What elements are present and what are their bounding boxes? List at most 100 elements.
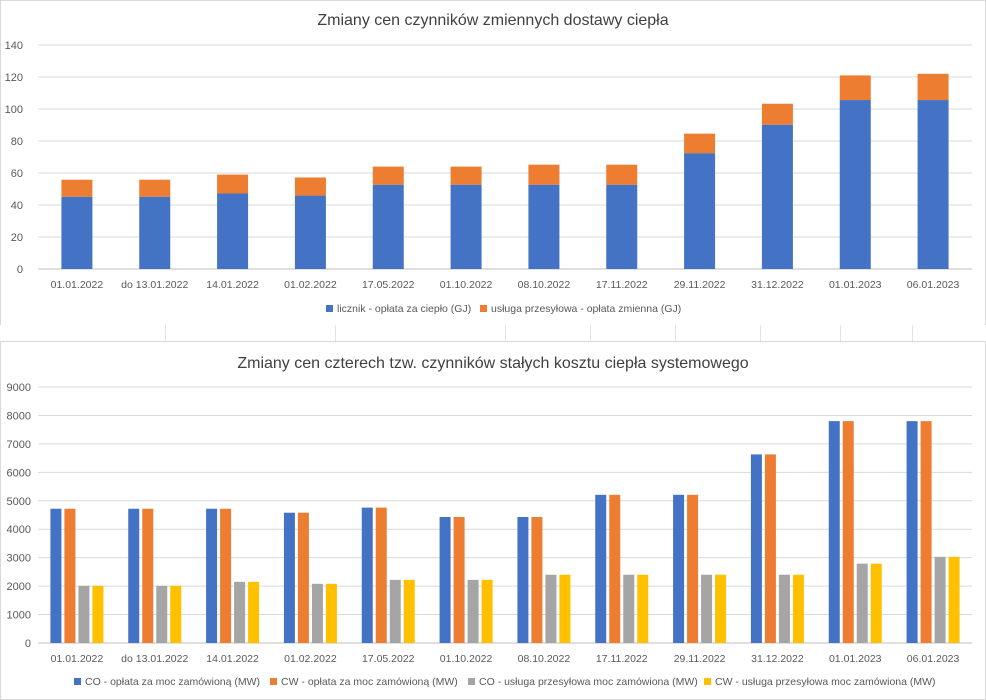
bar-blue xyxy=(528,184,560,269)
legend-label: CO - usługa przesyłowa moc zamówiona (MW… xyxy=(479,676,698,688)
bar-series-2 xyxy=(234,581,246,643)
legend-swatch xyxy=(74,678,81,685)
bar-blue xyxy=(139,196,171,269)
x-tick-label: 17.05.2022 xyxy=(362,279,415,291)
bar-series-2 xyxy=(78,585,90,643)
y-tick-label: 8000 xyxy=(7,410,31,422)
bar-orange xyxy=(528,164,560,185)
bar-series-3 xyxy=(92,585,104,643)
bar-series-0 xyxy=(206,508,218,643)
x-tick-label: 01.10.2022 xyxy=(440,653,493,665)
bar-series-1 xyxy=(297,512,309,643)
bar-series-1 xyxy=(764,454,776,643)
bar-orange xyxy=(294,177,326,196)
x-tick-label: 01.01.2022 xyxy=(51,279,104,291)
legend-label: licznik - opłata za ciepło (GJ) xyxy=(337,303,471,315)
bar-blue xyxy=(294,195,326,269)
x-tick-label: do 13.01.2022 xyxy=(121,279,188,291)
bar-series-3 xyxy=(559,574,571,643)
spreadsheet-grid-strip xyxy=(0,325,986,341)
x-tick-label: 01.01.2023 xyxy=(829,653,882,665)
x-tick-label: 31.12.2022 xyxy=(751,653,804,665)
y-tick-label: 40 xyxy=(11,200,23,212)
y-tick-label: 6000 xyxy=(7,467,31,479)
bar-series-2 xyxy=(701,574,713,643)
bar-orange xyxy=(839,75,871,101)
legend-label: CW - usługa przesyłowa moc zamówiona (MW… xyxy=(715,676,936,688)
legend-label: usługa przesyłowa - opłata zmienna (GJ) xyxy=(491,303,681,315)
bar-orange xyxy=(606,164,638,185)
y-tick-label: 120 xyxy=(5,72,23,84)
bar-series-3 xyxy=(170,585,182,643)
bar-series-0 xyxy=(828,421,840,643)
bar-series-2 xyxy=(623,574,635,643)
bar-orange xyxy=(61,179,93,197)
x-tick-label: 01.01.2023 xyxy=(829,279,882,291)
bar-series-1 xyxy=(64,508,76,643)
bar-series-3 xyxy=(792,574,804,643)
bar-series-0 xyxy=(750,454,762,643)
bar-series-1 xyxy=(609,494,621,643)
y-tick-label: 3000 xyxy=(7,553,31,565)
legend-swatch xyxy=(326,305,333,312)
bar-series-1 xyxy=(220,508,232,643)
y-tick-label: 60 xyxy=(11,168,23,180)
bar-series-2 xyxy=(467,579,479,643)
bar-series-0 xyxy=(517,516,529,643)
x-tick-label: 31.12.2022 xyxy=(751,279,804,291)
bar-blue xyxy=(839,100,871,269)
x-tick-label: 01.02.2022 xyxy=(284,653,337,665)
x-tick-label: 17.11.2022 xyxy=(596,653,648,665)
x-tick-label: 06.01.2023 xyxy=(907,279,960,291)
legend-label: CO - opłata za moc zamówioną (MW) xyxy=(85,676,260,688)
legend-swatch xyxy=(270,678,277,685)
bar-series-2 xyxy=(856,563,868,643)
x-tick-label: 14.01.2022 xyxy=(206,279,259,291)
bar-series-3 xyxy=(481,579,493,643)
bar-blue xyxy=(684,153,716,269)
bar-series-2 xyxy=(311,583,323,643)
bar-blue xyxy=(917,100,949,269)
x-tick-label: 08.10.2022 xyxy=(518,279,571,291)
bar-series-1 xyxy=(920,421,932,643)
bar-series-0 xyxy=(595,494,607,643)
chart-title: Zmiany cen czterech tzw. czynników stały… xyxy=(237,355,748,372)
bar-orange xyxy=(217,174,249,194)
x-tick-label: 01.10.2022 xyxy=(440,279,493,291)
bar-series-2 xyxy=(778,574,790,643)
bar-blue xyxy=(450,184,482,269)
bar-series-3 xyxy=(948,556,960,643)
bar-series-0 xyxy=(673,494,685,643)
x-tick-label: 14.01.2022 xyxy=(206,653,259,665)
bar-series-1 xyxy=(531,516,543,643)
bar-series-2 xyxy=(156,585,168,643)
legend-label: CW - opłata za moc zamówioną (MW) xyxy=(281,676,458,688)
bar-orange xyxy=(684,133,716,154)
legend-swatch xyxy=(704,678,711,685)
chart-variable-costs[interactable] xyxy=(0,0,986,326)
bar-series-1 xyxy=(375,507,387,643)
x-tick-label: 29.11.2022 xyxy=(674,279,726,291)
bar-blue xyxy=(61,196,93,269)
y-tick-label: 140 xyxy=(5,40,23,52)
y-tick-label: 4000 xyxy=(7,524,31,536)
bar-orange xyxy=(372,166,404,185)
bar-series-3 xyxy=(870,563,882,643)
bar-series-3 xyxy=(325,583,337,643)
bar-series-1 xyxy=(453,516,465,643)
y-tick-label: 1000 xyxy=(7,610,31,622)
bar-series-3 xyxy=(403,579,415,643)
bar-orange xyxy=(917,73,949,101)
bar-blue xyxy=(606,184,638,269)
bar-series-0 xyxy=(50,508,62,643)
bar-series-2 xyxy=(934,556,946,643)
x-tick-label: 08.10.2022 xyxy=(518,653,571,665)
y-tick-label: 5000 xyxy=(7,496,31,508)
x-tick-label: 29.11.2022 xyxy=(674,653,726,665)
bar-orange xyxy=(450,166,482,185)
y-tick-label: 9000 xyxy=(7,382,31,394)
bar-blue xyxy=(217,193,249,269)
x-tick-label: 06.01.2023 xyxy=(907,653,960,665)
bar-series-2 xyxy=(389,579,401,643)
